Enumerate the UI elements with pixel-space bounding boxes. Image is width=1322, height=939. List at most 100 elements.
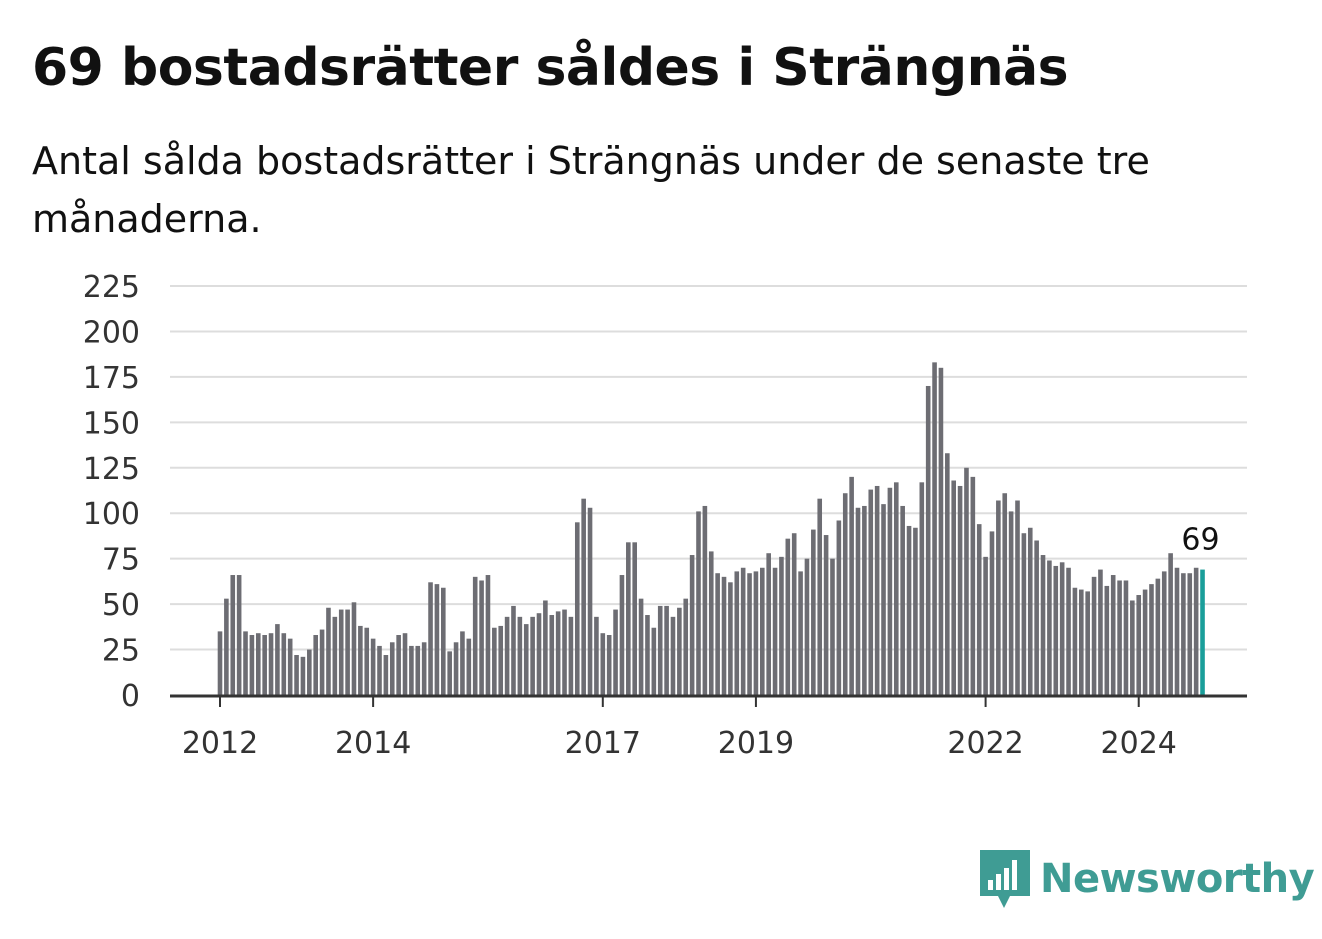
bar [243, 631, 248, 695]
bar [511, 605, 516, 695]
bar [358, 625, 363, 695]
bars [217, 362, 1205, 695]
bar [1193, 567, 1199, 695]
bar [543, 600, 548, 695]
y-tick-label: 75 [102, 543, 140, 578]
bar [1161, 571, 1167, 695]
bar [657, 605, 663, 695]
bar [830, 558, 835, 695]
bar [1002, 493, 1008, 695]
bar [1085, 591, 1090, 695]
bar [606, 635, 612, 695]
last-value-label: 69 [1181, 523, 1219, 558]
bar [862, 505, 867, 695]
chart-subtitle: Antal sålda bostadsrätter i Strängnäs un… [32, 139, 1150, 241]
bar [619, 575, 625, 695]
bar [383, 655, 389, 695]
y-axis-tick-labels: 0 25 50 75 100 125 150 175 200 225 [83, 270, 140, 714]
bar [262, 635, 267, 695]
bar [275, 624, 280, 695]
bar [1072, 587, 1078, 695]
bar [785, 538, 791, 695]
bar [804, 558, 810, 695]
y-tick-label: 100 [83, 497, 140, 532]
bar [594, 616, 599, 695]
bar [945, 453, 950, 695]
bar [772, 567, 778, 695]
bar [434, 584, 440, 695]
bar [696, 511, 701, 695]
bar [932, 362, 937, 695]
bar [702, 505, 708, 695]
x-tick-label: 2012 [182, 726, 258, 761]
bar [881, 504, 886, 695]
bar [1181, 573, 1186, 695]
bar [1059, 562, 1065, 695]
bar [976, 524, 982, 695]
bar [760, 567, 765, 695]
bar [651, 627, 657, 695]
bar [421, 642, 427, 695]
bar [568, 616, 574, 695]
bar [1168, 553, 1173, 695]
bar [587, 507, 593, 695]
bar [402, 633, 408, 695]
y-tick-label: 225 [83, 270, 140, 305]
bar [472, 576, 478, 695]
bar [1110, 575, 1116, 695]
bar [1091, 576, 1097, 695]
bar [536, 613, 542, 695]
bar [728, 582, 733, 695]
x-tick-label: 2019 [718, 726, 794, 761]
bar [1008, 511, 1014, 695]
bar [1047, 560, 1052, 695]
bar [581, 498, 586, 695]
y-tick-label: 0 [121, 679, 140, 714]
bar [638, 598, 644, 695]
bar [338, 609, 344, 695]
bar [255, 633, 261, 695]
x-tick-label: 2022 [947, 726, 1023, 761]
bar [1123, 580, 1129, 695]
bar [1079, 589, 1084, 695]
bar [823, 535, 829, 695]
bar [1098, 569, 1103, 695]
bar [574, 522, 580, 695]
y-tick-label: 200 [83, 315, 140, 350]
bar [1021, 533, 1027, 695]
bar [555, 611, 561, 695]
bar [925, 385, 931, 695]
bar [236, 575, 242, 695]
bar [887, 487, 893, 695]
bar [766, 553, 771, 695]
bar [798, 571, 803, 695]
bar [460, 631, 465, 695]
bar [300, 656, 306, 695]
bar [1034, 540, 1039, 695]
bar [817, 498, 823, 695]
bar [217, 631, 223, 695]
newsworthy-logo-icon [980, 850, 1030, 908]
bar [1149, 584, 1154, 695]
bar [1053, 565, 1059, 695]
bar [549, 615, 555, 695]
bar [479, 580, 484, 695]
bar [779, 556, 784, 695]
bar [868, 489, 874, 695]
bar [396, 635, 401, 695]
y-tick-label: 25 [102, 634, 140, 669]
bar [294, 655, 299, 695]
bar [1066, 567, 1071, 695]
bar [983, 556, 988, 695]
bar [492, 627, 497, 695]
bar [600, 633, 606, 695]
newsworthy-logo: Newsworthy [980, 850, 1315, 908]
bar-highlight [1200, 569, 1205, 695]
bar [364, 627, 370, 695]
bar [377, 645, 382, 695]
bar [1015, 500, 1020, 695]
bar [1104, 585, 1110, 695]
bar [1027, 527, 1033, 695]
bar [345, 609, 350, 695]
